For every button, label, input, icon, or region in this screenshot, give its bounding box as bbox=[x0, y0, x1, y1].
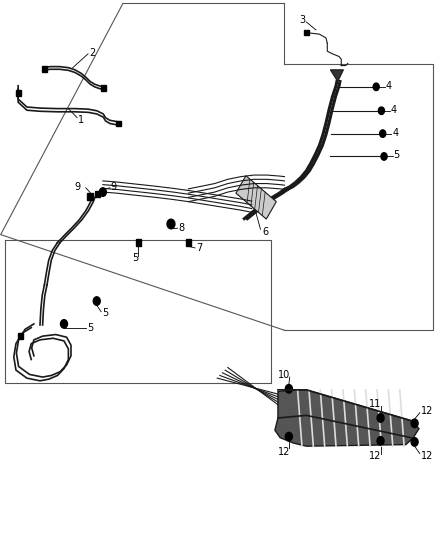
Text: 9: 9 bbox=[111, 182, 117, 192]
Bar bbox=[42, 66, 47, 71]
Bar bbox=[16, 90, 21, 95]
Circle shape bbox=[93, 297, 100, 305]
Text: 5: 5 bbox=[87, 323, 93, 333]
Circle shape bbox=[378, 107, 385, 115]
Circle shape bbox=[377, 414, 384, 422]
Circle shape bbox=[373, 83, 379, 91]
Text: 12: 12 bbox=[278, 447, 291, 456]
Circle shape bbox=[99, 188, 106, 196]
Text: 6: 6 bbox=[263, 227, 269, 237]
Circle shape bbox=[380, 130, 386, 138]
Bar bbox=[304, 30, 308, 35]
Text: 5: 5 bbox=[132, 253, 138, 263]
Circle shape bbox=[286, 432, 292, 441]
Polygon shape bbox=[236, 176, 276, 219]
Bar bbox=[101, 85, 106, 91]
Text: 5: 5 bbox=[394, 150, 400, 160]
Circle shape bbox=[377, 437, 384, 445]
Bar bbox=[136, 239, 141, 246]
Text: 2: 2 bbox=[89, 48, 95, 58]
Text: 12: 12 bbox=[369, 451, 381, 461]
Circle shape bbox=[60, 320, 67, 328]
Text: 12: 12 bbox=[421, 451, 433, 461]
Polygon shape bbox=[330, 70, 343, 82]
Text: 12: 12 bbox=[421, 406, 433, 416]
Text: 4: 4 bbox=[391, 104, 397, 115]
Text: 4: 4 bbox=[386, 81, 392, 91]
Circle shape bbox=[286, 384, 292, 393]
Circle shape bbox=[411, 438, 418, 446]
Bar bbox=[186, 239, 191, 246]
Circle shape bbox=[411, 419, 418, 427]
Text: 9: 9 bbox=[74, 182, 81, 192]
Text: 1: 1 bbox=[78, 115, 84, 125]
Text: 5: 5 bbox=[102, 308, 108, 318]
Bar bbox=[18, 333, 23, 338]
Bar bbox=[95, 191, 100, 197]
Text: 3: 3 bbox=[299, 15, 305, 26]
Circle shape bbox=[381, 153, 387, 160]
Text: 11: 11 bbox=[369, 399, 381, 409]
Circle shape bbox=[167, 219, 175, 229]
Text: 7: 7 bbox=[196, 244, 202, 253]
Text: 10: 10 bbox=[279, 370, 291, 380]
Text: 4: 4 bbox=[392, 127, 399, 138]
Bar bbox=[87, 193, 93, 200]
Text: 8: 8 bbox=[178, 223, 184, 233]
Polygon shape bbox=[275, 390, 419, 446]
Bar bbox=[116, 120, 121, 126]
